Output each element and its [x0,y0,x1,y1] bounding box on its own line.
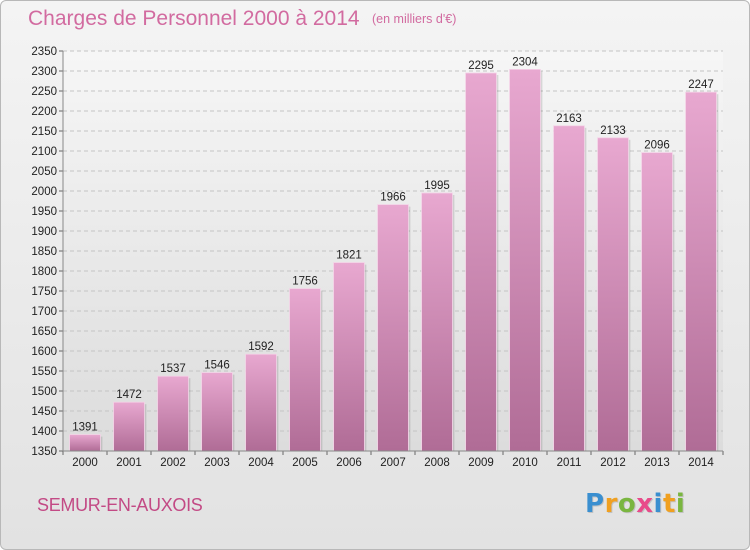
x-tick-label: 2002 [160,457,186,469]
logo-letter: i [653,489,663,519]
bar [157,375,189,452]
x-tick-label: 2000 [72,457,98,469]
bar [553,125,585,452]
bar-value-label: 2304 [512,56,538,68]
y-axis: 1350 1400 1450 1500 1550 1600 1650 1700 1750 1800… [31,46,64,458]
logo-letter: t [662,489,676,519]
bars: 1391 1472 1537 1546 1592 1756 1821 1966 1995 2295… [69,56,719,452]
y-tick-label: 1450 [31,406,57,418]
x-tick-label: 2011 [557,457,582,469]
y-tick-label: 1550 [31,366,57,378]
y-tick-label: 1350 [31,446,57,458]
y-tick-label: 1700 [31,306,57,318]
x-tick-label: 2013 [644,457,670,469]
bar-value-label: 1546 [204,360,230,372]
y-tick-label: 2300 [31,66,57,78]
x-tick-label: 2008 [424,457,450,469]
x-tick-label: 2012 [600,457,626,469]
bar [597,137,629,452]
bar-value-label: 1592 [248,341,274,353]
x-tick-label: 2006 [336,457,362,469]
bar-value-label: 2247 [688,79,714,91]
y-tick-label: 1850 [31,246,57,258]
bar-value-label: 2295 [468,60,494,72]
logo-letter: x [636,489,654,519]
x-tick-label: 2014 [688,457,714,469]
bar [377,204,409,452]
y-tick-label: 1500 [31,386,57,398]
x-tick-label: 2003 [204,457,230,469]
x-tick-label: 2005 [292,457,318,469]
logo-letter: i [675,489,686,519]
x-tick-label: 2004 [248,457,274,469]
x-tick-label: 2001 [116,457,142,469]
y-tick-label: 2200 [31,106,57,118]
bar-value-label: 2133 [600,125,626,137]
bar-value-label: 1966 [380,192,406,204]
y-tick-label: 2000 [31,186,57,198]
x-axis: 2000 2001 2002 2003 2004 2005 2006 2007 2008 2009… [62,450,724,469]
y-tick-label: 2250 [31,86,57,98]
x-tick-label: 2007 [380,457,406,469]
bar [69,434,101,452]
bar-value-label: 1995 [424,180,450,192]
y-tick-label: 1650 [31,326,57,338]
bar [245,353,277,452]
y-tick-label: 1800 [31,266,57,278]
y-tick-label: 2100 [31,146,57,158]
bar [465,72,497,452]
bar-value-label: 2163 [556,113,582,125]
y-tick-label: 1950 [31,206,57,218]
chart-title: Charges de Personnel 2000 à 2014 [28,7,360,30]
bar-value-label: 1756 [292,276,318,288]
bar [113,401,145,452]
y-tick-label: 1750 [31,286,57,298]
bar [201,372,233,452]
bar [333,262,365,452]
logo-letter: o [617,489,637,519]
logo-letter: r [604,489,618,519]
bar-value-label: 2096 [644,140,670,152]
bar-value-label: 1537 [160,363,186,375]
bar [421,192,453,452]
bar-value-label: 1391 [72,422,98,434]
bar [685,91,717,452]
chart-subtitle: (en milliers d'€) [372,12,457,26]
location-label: SEMUR-EN-AUXOIS [37,495,203,515]
x-tick-label: 2010 [512,457,538,469]
y-tick-label: 2350 [31,46,57,58]
bar-value-label: 1821 [336,250,362,262]
y-tick-label: 2150 [31,126,57,138]
y-tick-label: 1400 [31,426,57,438]
bar [509,69,541,452]
bar-value-label: 1472 [116,389,142,401]
proxiti-logo: Proxiti [585,489,685,519]
y-tick-label: 1600 [31,346,57,358]
x-tick-label: 2009 [468,457,494,469]
y-tick-label: 2050 [31,166,57,178]
logo-letter: P [585,489,605,519]
bar [289,288,321,452]
bar [641,152,673,452]
y-tick-label: 1900 [31,226,57,238]
